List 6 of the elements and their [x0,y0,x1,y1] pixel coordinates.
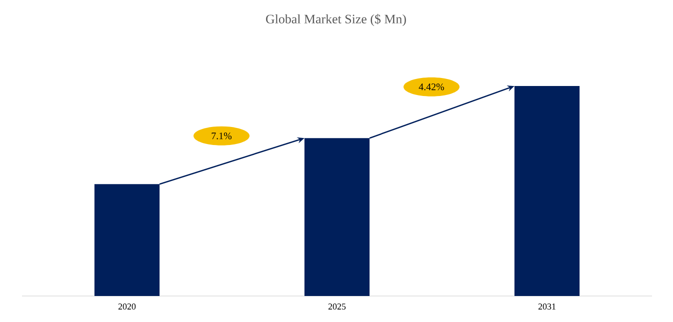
annotation: 4.42% [418,83,444,90]
x-tick-label: 2020 [118,304,136,310]
chart-title: Global Market Size ($ Mn) [266,14,406,26]
x-tick-label: 2031 [538,304,556,310]
x-tick-label: 2025 [328,304,346,310]
annotation: 7.1% [212,132,232,140]
